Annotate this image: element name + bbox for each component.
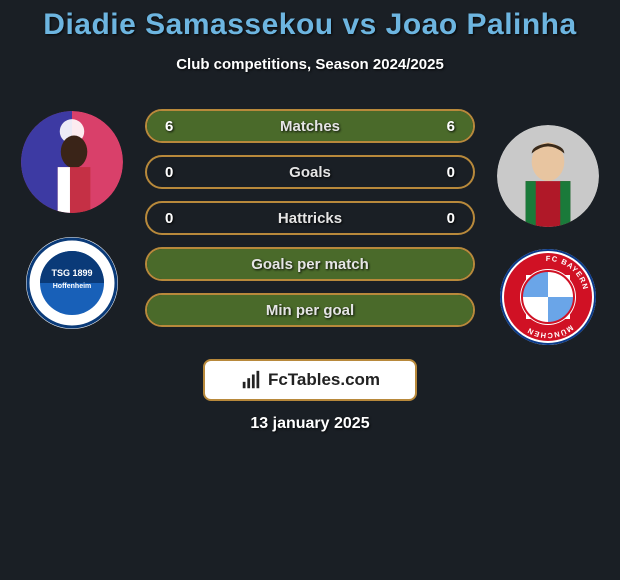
stat-label: Min per goal [266,302,354,319]
page-title: Diadie Samassekou vs Joao Palinha [0,8,620,42]
stats-column: 6 Matches 6 0 Goals 0 0 Hattricks 0 Goals per mat… [145,103,475,327]
stat-value-left: 0 [165,210,185,227]
stat-bar: 6 Matches 6 [145,109,475,143]
comparison-card: Diadie Samassekou vs Joao Palinha Club c… [0,0,620,580]
stat-bar: 0 Hattricks 0 [145,201,475,235]
stat-label: Matches [280,118,340,135]
stat-bar: Min per goal [145,293,475,327]
svg-text:TSG 1899: TSG 1899 [51,268,92,278]
stat-value-left: 6 [165,118,185,135]
date: 13 january 2025 [0,415,620,433]
stat-label: Hattricks [278,210,342,227]
main-row: TSG 1899 Hoffenheim 6 Matches 6 0 Goals 0 0 Hat… [0,103,620,347]
watermark: FcTables.com [203,359,417,401]
club-badge-left: TSG 1899 Hoffenheim [22,233,122,333]
bayern-badge-icon: FC BAYERN MÜNCHEN [498,247,598,347]
stat-value-right: 0 [435,210,455,227]
player-avatar-left [21,111,123,213]
player-avatar-right [497,125,599,227]
watermark-text: FcTables.com [268,370,380,390]
stat-bar: 0 Goals 0 [145,155,475,189]
player-photo-right-icon [497,125,599,227]
svg-text:Hoffenheim: Hoffenheim [53,283,92,290]
player-photo-left-icon [21,111,123,213]
left-column: TSG 1899 Hoffenheim [17,103,127,333]
stat-value-left: 0 [165,164,185,181]
hoffenheim-badge-icon: TSG 1899 Hoffenheim [22,233,122,333]
subtitle: Club competitions, Season 2024/2025 [0,56,620,73]
stat-bar: Goals per match [145,247,475,281]
stat-label: Goals per match [251,256,369,273]
right-column: FC BAYERN MÜNCHEN [493,103,603,347]
chart-icon [240,369,262,391]
stat-label: Goals [289,164,331,181]
stat-value-right: 0 [435,164,455,181]
club-badge-right: FC BAYERN MÜNCHEN [498,247,598,347]
stat-value-right: 6 [435,118,455,135]
